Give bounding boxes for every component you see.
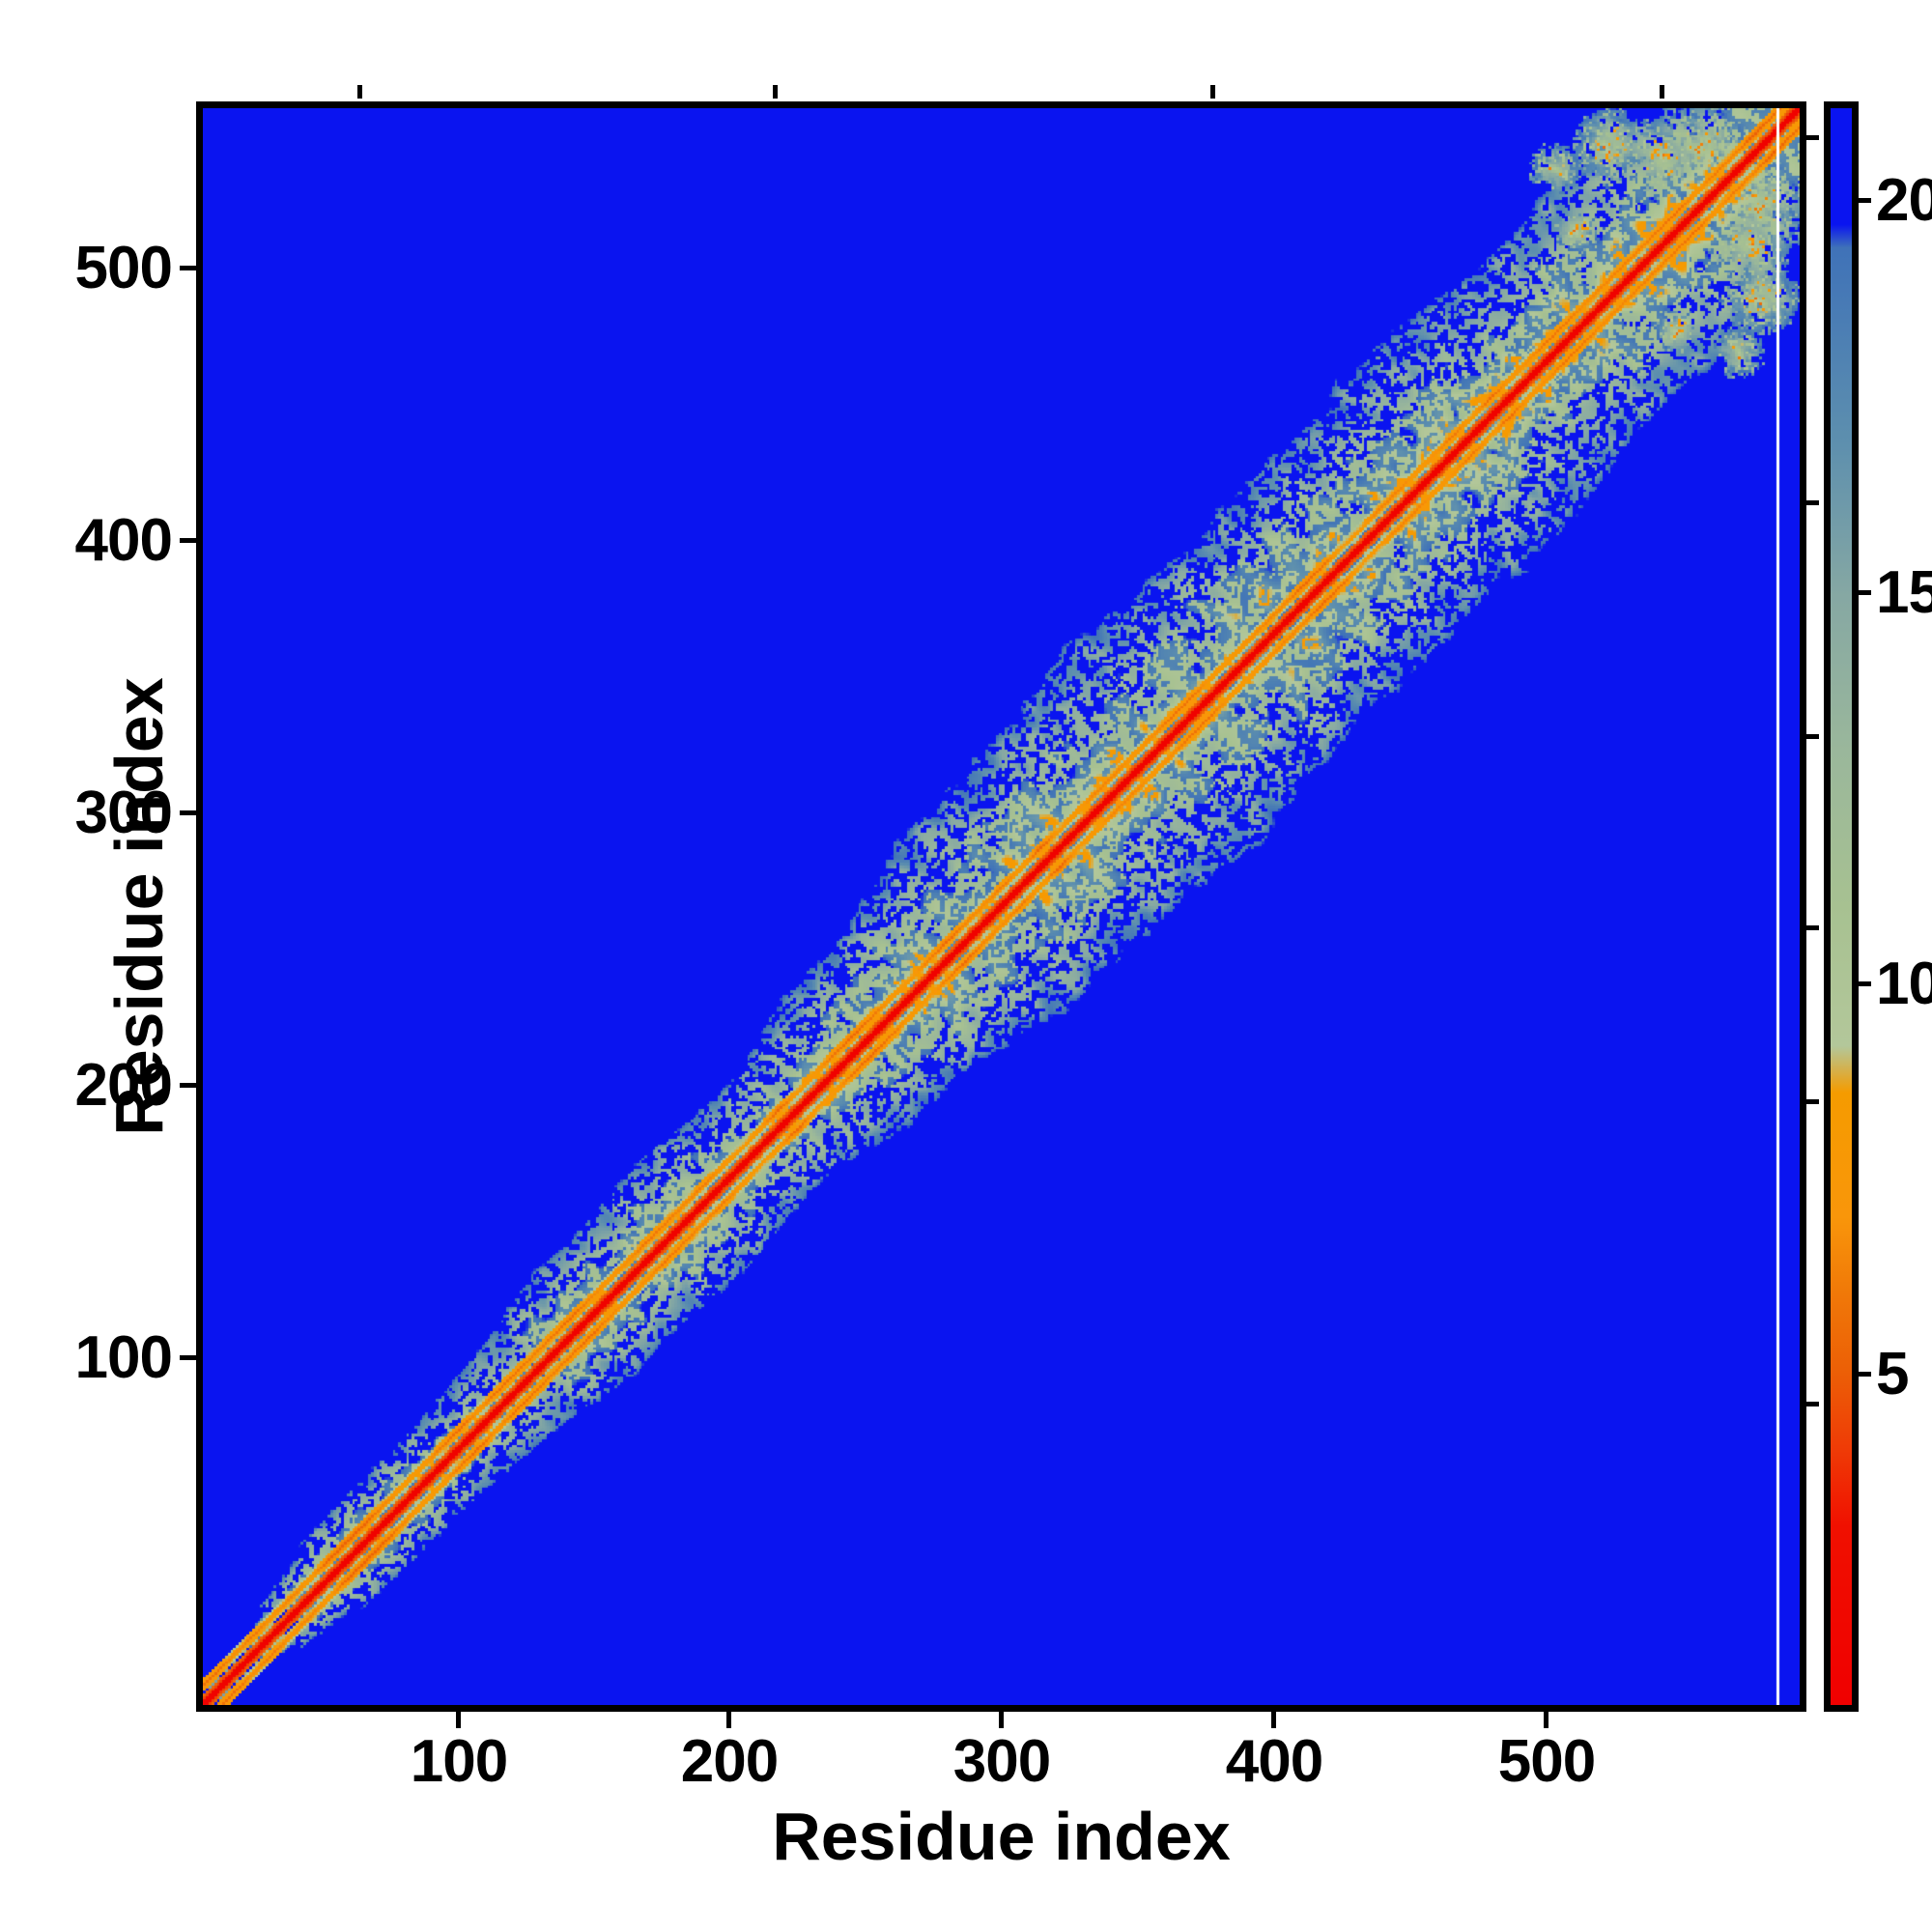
colorbar-gradient: [1831, 108, 1852, 1705]
y-tick-500: [180, 266, 196, 270]
x-axis-title: Residue index: [772, 1799, 1231, 1874]
plot-minor-tick-top-3: [1210, 85, 1215, 99]
y-tick-300: [180, 810, 196, 815]
y-ticklabel-400: 400: [74, 507, 173, 574]
plot-minor-tick-right-4: [1806, 925, 1819, 930]
x-ticklabel-200: 200: [680, 1728, 779, 1795]
colorbar-tick-20: [1859, 198, 1871, 203]
y-ticklabel-500: 500: [74, 235, 173, 301]
y-ticklabel-100: 100: [74, 1324, 173, 1391]
heatmap-image: [203, 108, 1800, 1705]
x-ticklabel-500: 500: [1497, 1728, 1596, 1795]
colorbar-label-15: 15: [1876, 559, 1932, 626]
y-ticklabel-200: 200: [74, 1052, 173, 1119]
plot-minor-tick-top-4: [1660, 85, 1664, 99]
x-tick-100: [456, 1712, 461, 1728]
y-tick-400: [180, 538, 196, 543]
x-tick-200: [726, 1712, 731, 1728]
plot-minor-tick-top-2: [773, 85, 778, 99]
plot-minor-tick-right-5: [1806, 1099, 1819, 1104]
colorbar-label-20: 20: [1876, 167, 1932, 234]
colorbar: 20 15 10 5: [1824, 101, 1932, 1712]
y-tick-100: [180, 1355, 196, 1360]
x-tick-500: [1544, 1712, 1548, 1728]
colorbar-tick-5: [1859, 1372, 1871, 1377]
plot-minor-tick-right-3: [1806, 734, 1819, 739]
colorbar-tick-15: [1859, 590, 1871, 595]
heatmap-plot-area: [196, 101, 1806, 1712]
plot-minor-tick-right-1: [1806, 135, 1819, 140]
colorbar-frame: [1824, 101, 1859, 1712]
y-ticklabel-300: 300: [74, 780, 173, 846]
colorbar-tick-10: [1859, 981, 1871, 986]
x-tick-400: [1271, 1712, 1276, 1728]
plot-minor-tick-top-1: [357, 85, 362, 99]
colorbar-label-5: 5: [1876, 1341, 1909, 1407]
plot-minor-tick-right-6: [1806, 1402, 1819, 1406]
x-ticklabel-100: 100: [410, 1728, 508, 1795]
plot-minor-tick-right-2: [1806, 500, 1819, 505]
y-axis-title: Residue index: [101, 677, 177, 1136]
x-ticklabel-400: 400: [1225, 1728, 1323, 1795]
colorbar-label-10: 10: [1876, 951, 1932, 1017]
y-tick-200: [180, 1083, 196, 1088]
x-ticklabel-300: 300: [952, 1728, 1051, 1795]
x-tick-300: [999, 1712, 1004, 1728]
